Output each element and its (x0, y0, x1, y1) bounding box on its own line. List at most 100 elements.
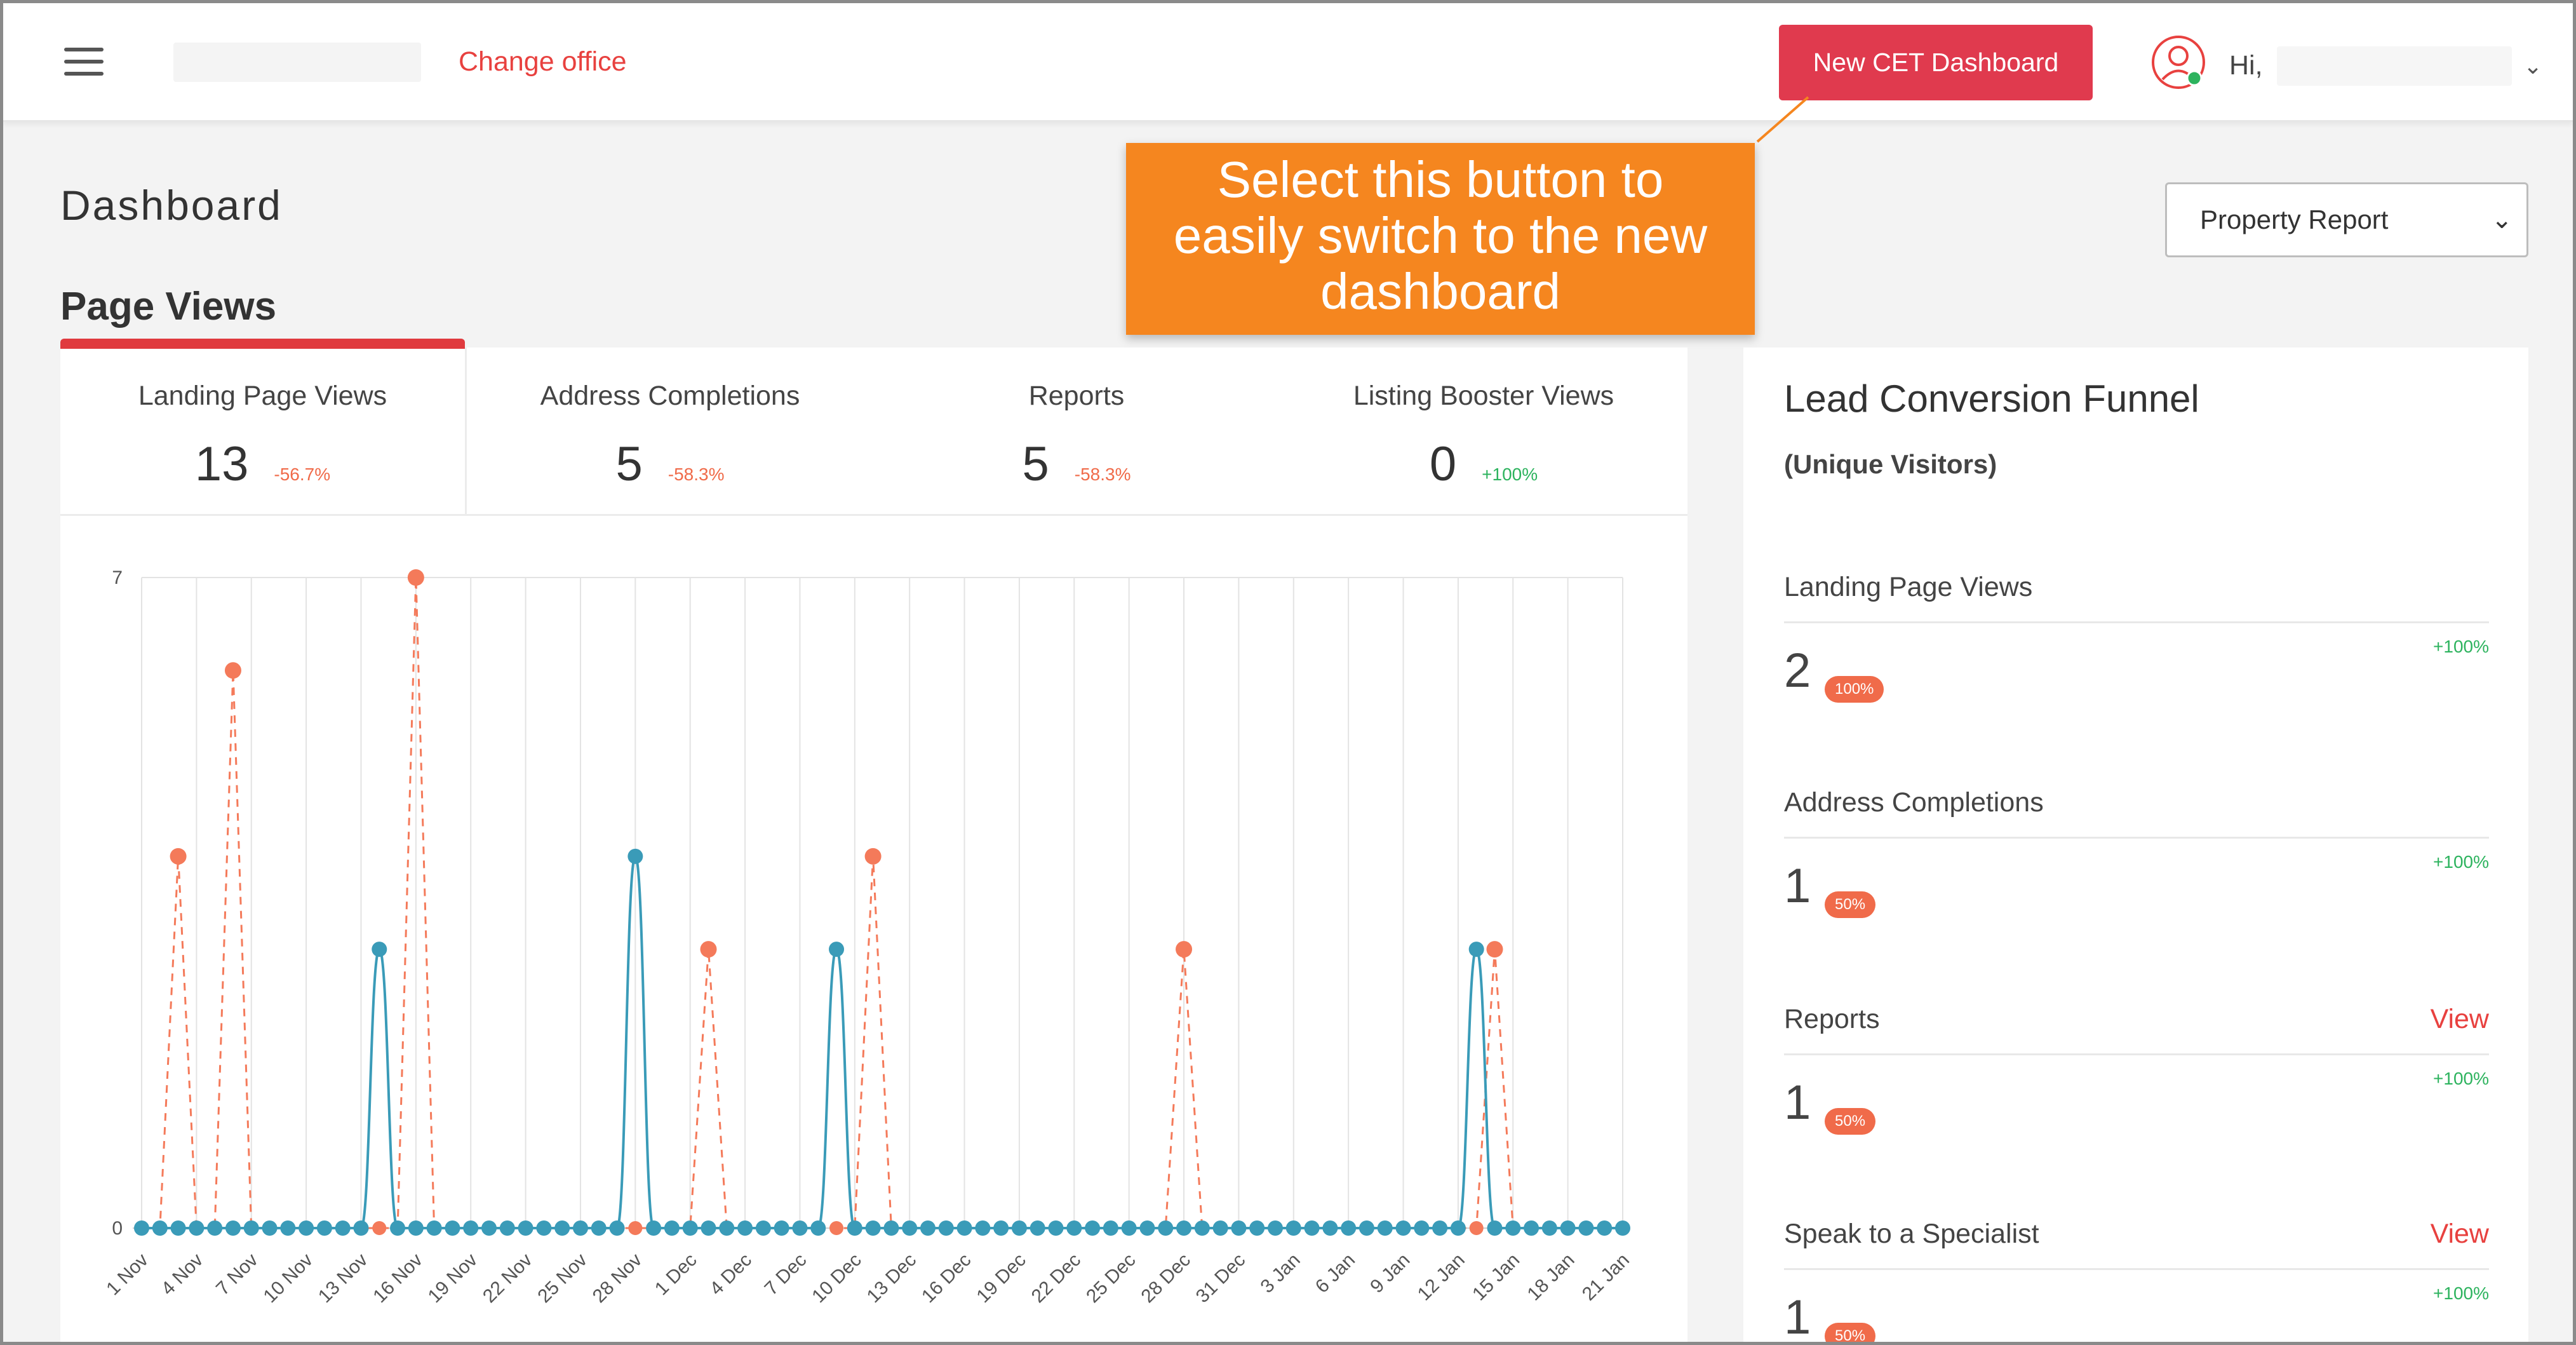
tab-label: Listing Booster Views (1353, 381, 1614, 411)
tab-change-badge: -56.7% (274, 464, 331, 484)
tab-reports[interactable]: Reports 5 -58.3% (873, 348, 1280, 516)
data-point-current (1450, 1220, 1466, 1236)
stage-label: Speak to a Specialist (1784, 1219, 2039, 1249)
page-title: Dashboard (60, 182, 283, 229)
data-point-previous (864, 848, 882, 865)
y-tick-label: 7 (112, 567, 123, 588)
stage-value: 1 (1784, 1076, 1811, 1130)
new-cet-dashboard-button[interactable]: New CET Dashboard (1779, 25, 2093, 100)
data-point-current (1414, 1220, 1430, 1236)
data-point-current (865, 1220, 881, 1236)
data-point-current (1285, 1220, 1301, 1236)
data-point-current (829, 942, 845, 957)
report-type-select[interactable]: Property Report ⌄ (2165, 182, 2528, 257)
data-point-current (536, 1220, 552, 1236)
x-tick-label: 7 Nov (212, 1250, 262, 1300)
x-tick-label: 10 Nov (260, 1250, 318, 1308)
tab-value: 5 (615, 437, 643, 491)
data-point-current (299, 1220, 314, 1236)
data-point-previous-zero (829, 1221, 844, 1235)
hamburger-icon[interactable] (64, 48, 104, 76)
annotation-callout: Select this button to easily switch to t… (1126, 143, 1755, 335)
stage-change: +100% (2433, 1069, 2489, 1088)
data-point-current (189, 1220, 205, 1236)
data-point-current (1194, 1220, 1210, 1236)
data-point-previous-zero (628, 1221, 643, 1235)
funnel-stage-speak-to-specialist: Speak to a Specialist View +100% 1 50% (1784, 1219, 2489, 1344)
data-point-current (243, 1220, 259, 1236)
x-tick-label: 31 Dec (1192, 1250, 1250, 1308)
page-views-chart: 0 7 1 Nov 4 Nov 7 Nov 10 Nov 13 Nov 16 Nov 19 No… (60, 518, 1687, 1342)
divider (1784, 621, 2489, 623)
stage-percent-badge: 50% (1825, 891, 1876, 918)
stage-percent-badge: 50% (1825, 1323, 1876, 1342)
x-tick-label: 6 Jan (1311, 1250, 1359, 1297)
x-tick-label: 13 Nov (314, 1250, 372, 1308)
data-point-current (1468, 942, 1484, 957)
data-point-current (280, 1220, 296, 1236)
data-point-previous-zero (372, 1221, 387, 1235)
data-point-current (1030, 1220, 1045, 1236)
data-point-current (225, 1220, 241, 1236)
data-point-current (1377, 1220, 1393, 1236)
tab-listing-booster-views[interactable]: Listing Booster Views 0 +100% (1280, 348, 1687, 516)
data-point-current (152, 1220, 168, 1236)
tab-label: Landing Page Views (138, 381, 387, 411)
tab-change-badge: -58.3% (1074, 464, 1131, 484)
x-tick-label: 1 Nov (102, 1250, 152, 1300)
data-point-current (1395, 1220, 1411, 1236)
data-point-current (975, 1220, 991, 1236)
data-point-current (1341, 1220, 1357, 1236)
stage-view-link[interactable]: View (2430, 1219, 2489, 1249)
data-point-current (646, 1220, 662, 1236)
data-point-current (207, 1220, 223, 1236)
data-point-current (682, 1220, 698, 1236)
data-point-current (518, 1220, 533, 1236)
data-point-current (445, 1220, 460, 1236)
data-point-current (572, 1220, 588, 1236)
stage-value: 1 (1784, 1290, 1811, 1344)
data-point-current (1011, 1220, 1027, 1236)
series-line-previous-period (142, 577, 1623, 1229)
data-point-current (792, 1220, 808, 1236)
data-point-current (755, 1220, 771, 1236)
tab-address-completions[interactable]: Address Completions 5 -58.3% (467, 348, 873, 516)
x-tick-label: 25 Dec (1082, 1250, 1140, 1308)
funnel-title: Lead Conversion Funnel (1784, 377, 2199, 420)
data-point-current (1121, 1220, 1137, 1236)
data-point-current (1487, 1220, 1503, 1236)
stage-label: Address Completions (1784, 787, 2044, 818)
data-point-current (902, 1220, 918, 1236)
funnel-stage-reports: Reports View +100% 1 50% (1784, 1004, 2489, 1194)
x-tick-label: 4 Dec (706, 1250, 756, 1300)
x-tick-label: 7 Dec (761, 1250, 811, 1300)
data-point-previous (224, 662, 241, 679)
callout-line-1: Select this button to (1217, 151, 1664, 208)
divider (1784, 1053, 2489, 1055)
data-point-current (609, 1220, 625, 1236)
x-tick-label: 19 Dec (972, 1250, 1030, 1308)
chevron-down-icon[interactable]: ⌄ (2523, 53, 2543, 79)
report-select-value: Property Report (2200, 205, 2389, 234)
data-point-current (627, 848, 643, 864)
tab-landing-page-views[interactable]: Landing Page Views 13 -56.7% (60, 339, 467, 516)
data-point-current (719, 1220, 735, 1236)
stage-value: 1 (1784, 859, 1811, 913)
data-point-current (1176, 1220, 1192, 1236)
x-tick-label: 15 Jan (1468, 1250, 1524, 1305)
tab-value: 0 (1429, 437, 1457, 491)
divider (1784, 1268, 2489, 1270)
top-navigation-bar: Change office New CET Dashboard Hi, ⌄ (3, 3, 2573, 122)
change-office-link[interactable]: Change office (459, 46, 627, 77)
x-tick-label: 10 Dec (808, 1250, 866, 1308)
data-point-previous (1486, 941, 1503, 958)
lead-conversion-funnel-card: Lead Conversion Funnel (Unique Visitors)… (1743, 348, 2528, 1344)
data-point-current (1615, 1220, 1630, 1236)
user-avatar-icon[interactable] (2150, 34, 2207, 91)
data-point-previous (1176, 941, 1193, 958)
data-point-current (1505, 1220, 1521, 1236)
data-point-current (1524, 1220, 1540, 1236)
stage-view-link[interactable]: View (2430, 1004, 2489, 1034)
page-views-card: Landing Page Views 13 -56.7% Address Comp… (60, 339, 1687, 1342)
data-point-current (993, 1220, 1009, 1236)
